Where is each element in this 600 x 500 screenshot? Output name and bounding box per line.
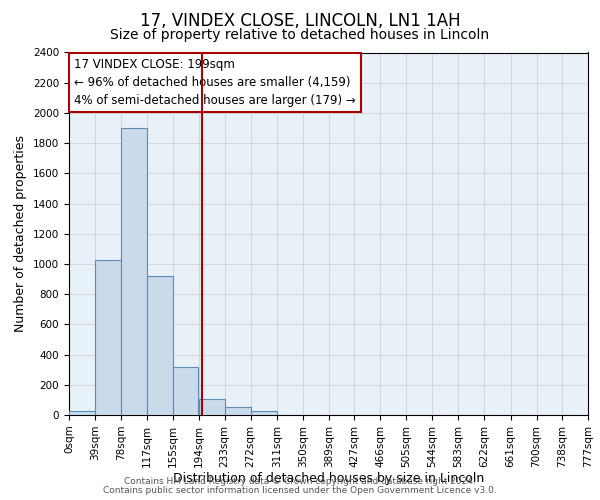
Text: 17 VINDEX CLOSE: 199sqm
← 96% of detached houses are smaller (4,159)
4% of semi-: 17 VINDEX CLOSE: 199sqm ← 96% of detache… — [74, 58, 356, 107]
Bar — [199, 399, 224, 415]
Bar — [95, 260, 121, 415]
Bar — [147, 276, 173, 415]
Text: 17, VINDEX CLOSE, LINCOLN, LN1 1AH: 17, VINDEX CLOSE, LINCOLN, LN1 1AH — [140, 12, 460, 30]
Text: Size of property relative to detached houses in Lincoln: Size of property relative to detached ho… — [110, 28, 490, 42]
Bar — [121, 128, 147, 415]
X-axis label: Distribution of detached houses by size in Lincoln: Distribution of detached houses by size … — [173, 472, 484, 486]
Bar — [225, 408, 251, 415]
Text: Contains public sector information licensed under the Open Government Licence v3: Contains public sector information licen… — [103, 486, 497, 495]
Bar — [173, 366, 199, 415]
Y-axis label: Number of detached properties: Number of detached properties — [14, 135, 28, 332]
Text: Contains HM Land Registry data © Crown copyright and database right 2024.: Contains HM Land Registry data © Crown c… — [124, 477, 476, 486]
Bar — [251, 411, 277, 415]
Bar — [69, 411, 95, 415]
